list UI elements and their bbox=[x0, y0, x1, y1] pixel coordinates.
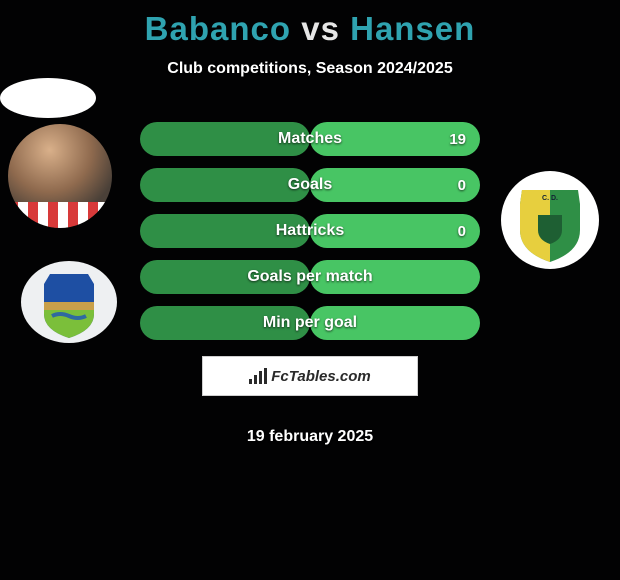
subtitle: Club competitions, Season 2024/2025 bbox=[0, 60, 620, 78]
watermark-box: FcTables.com bbox=[202, 356, 418, 396]
watermark-text: FcTables.com bbox=[271, 368, 371, 385]
stat-pill: Matches 19 bbox=[140, 122, 480, 156]
watermark-prefix: Fc bbox=[271, 368, 289, 385]
stat-label: Hattricks bbox=[276, 222, 344, 240]
stat-pill: Min per goal bbox=[140, 306, 480, 340]
stat-label: Matches bbox=[278, 130, 342, 148]
stat-label: Goals per match bbox=[247, 268, 372, 286]
club-crest-right: C. D. bbox=[500, 170, 600, 270]
stat-label: Goals bbox=[288, 176, 332, 194]
stat-label: Min per goal bbox=[263, 314, 357, 332]
stat-value-right: 0 bbox=[458, 223, 466, 240]
stat-pill-stack: Matches 19 Goals 0 Hattricks 0 Goals per… bbox=[140, 122, 480, 352]
watermark-suffix: Tables.com bbox=[289, 368, 371, 385]
pill-fill-right bbox=[310, 168, 480, 202]
stat-pill: Hattricks 0 bbox=[140, 214, 480, 248]
title-player-b: Hansen bbox=[350, 10, 475, 47]
title-player-a: Babanco bbox=[145, 10, 291, 47]
title-vs: vs bbox=[301, 10, 340, 47]
pill-fill-left bbox=[140, 168, 310, 202]
footer-date: 19 february 2025 bbox=[0, 428, 620, 446]
club-crest-left bbox=[20, 260, 118, 344]
svg-text:C. D.: C. D. bbox=[542, 195, 558, 202]
stat-value-right: 0 bbox=[458, 177, 466, 194]
stat-pill: Goals per match bbox=[140, 260, 480, 294]
stat-pill: Goals 0 bbox=[140, 168, 480, 202]
player-b-avatar bbox=[0, 78, 96, 118]
page-title: Babanco vs Hansen bbox=[0, 0, 620, 48]
player-a-avatar bbox=[8, 124, 112, 228]
stat-value-right: 19 bbox=[449, 131, 466, 148]
bar-chart-icon bbox=[249, 368, 267, 384]
